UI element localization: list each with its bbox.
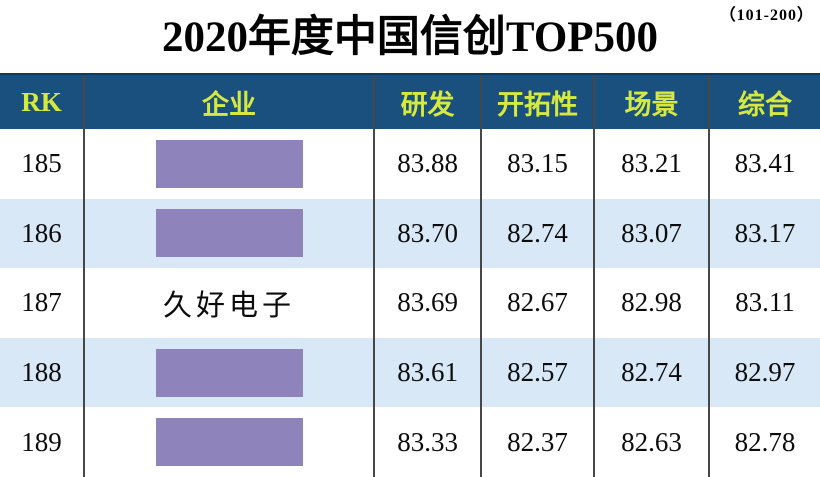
rank-cell: 185: [0, 129, 86, 199]
scenario-score-cell: 83.21: [595, 129, 710, 199]
column-header-rk: RK: [0, 75, 86, 129]
overall-score-cell: 82.97: [734, 357, 796, 388]
overall-score-cell: 83.41: [734, 148, 796, 179]
table-row: 185 83.88 83.15 83.21 83.41: [0, 129, 820, 199]
company-name: 久好电子: [163, 289, 296, 322]
company-cell: [85, 407, 376, 477]
column-header-scenario: 场景: [595, 75, 710, 129]
company-cell: [85, 337, 376, 408]
scenario-score-cell: 83.07: [595, 198, 710, 269]
scenario-score-cell: 82.74: [595, 337, 710, 408]
pioneering-score-cell: 82.37: [482, 407, 596, 477]
scenario-score-cell: 82.98: [595, 268, 710, 338]
table-header-row: RK 企业 研发 开拓性 场景 综合: [0, 73, 820, 129]
scenario-score-cell: 82.63: [595, 407, 710, 477]
redaction-box: [155, 209, 303, 258]
rank-cell: 186: [0, 198, 86, 269]
rd-score-cell: 83.69: [375, 268, 483, 338]
overall-score-cell: 83.17: [734, 217, 796, 248]
redaction-box: [155, 139, 303, 188]
redaction-box: [155, 348, 303, 397]
table-row: 189 83.33 82.37 82.63 82.78: [0, 407, 820, 477]
range-label: （101-200）: [719, 7, 814, 24]
rank-cell: 188: [0, 337, 86, 408]
ranking-table: RK 企业 研发 开拓性 场景 综合 185 83.88 83.15 83.21…: [0, 73, 820, 477]
rd-score-cell: 83.88: [375, 129, 483, 199]
table-row: 186 83.70 82.74 83.07 83.17: [0, 198, 820, 269]
pioneering-score-cell: 82.74: [482, 198, 596, 269]
column-header-pioneering: 开拓性: [482, 75, 596, 129]
rank-cell: 189: [0, 407, 86, 477]
column-header-rd: 研发: [375, 75, 483, 129]
rank-cell: 187: [0, 268, 86, 338]
page-title: 2020年度中国信创TOP500: [161, 14, 659, 61]
pioneering-score-cell: 82.67: [482, 268, 596, 338]
redaction-box: [155, 418, 303, 467]
column-header-overall: 综合: [737, 89, 792, 120]
rd-score-cell: 83.61: [375, 337, 483, 408]
table-row: 187 久好电子 83.69 82.67 82.98 83.11: [0, 268, 820, 338]
rd-score-cell: 83.70: [375, 198, 483, 269]
pioneering-score-cell: 82.57: [482, 337, 596, 408]
company-cell: [85, 198, 376, 269]
pioneering-score-cell: 83.15: [482, 129, 596, 199]
rd-score-cell: 83.33: [375, 407, 483, 477]
overall-score-cell: 82.78: [734, 426, 796, 457]
table-row: 188 83.61 82.57 82.74 82.97: [0, 337, 820, 408]
column-header-company: 企业: [85, 75, 376, 129]
masthead: （101-200） 2020年度中国信创TOP500: [0, 0, 820, 73]
table-body: 185 83.88 83.15 83.21 83.41 186 83.70 82…: [0, 129, 820, 477]
overall-score-cell: 83.11: [735, 287, 795, 318]
company-cell: 久好电子: [85, 268, 376, 338]
company-cell: [85, 129, 376, 199]
